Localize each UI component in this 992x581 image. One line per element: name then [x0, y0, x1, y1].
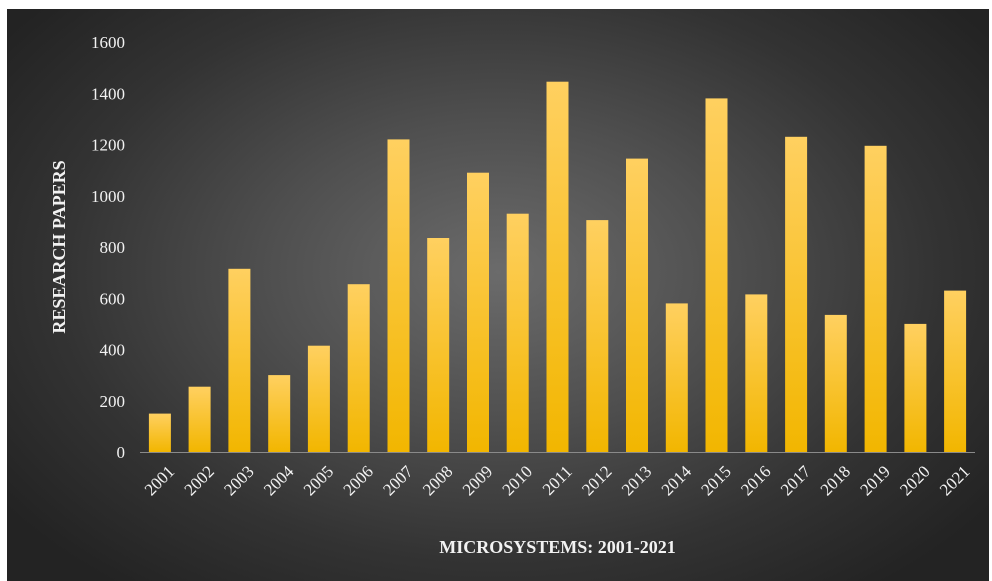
x-tick-label: 2002: [180, 462, 217, 499]
x-axis-title: MICROSYSTEMS: 2001-2021: [439, 537, 676, 557]
x-tick-label: 2003: [220, 462, 257, 499]
y-tick-label: 1600: [91, 33, 125, 52]
bar-2017: [785, 136, 808, 453]
y-axis-title: RESEARCH PAPERS: [49, 160, 69, 333]
y-tick-label: 400: [100, 341, 126, 360]
bar-2001: [148, 413, 171, 452]
y-tick-label: 1000: [91, 187, 125, 206]
bar-2013: [626, 158, 648, 452]
bar-2015: [705, 98, 728, 453]
x-tick-label: 2018: [817, 462, 854, 499]
bar-2008: [427, 238, 450, 452]
bar-2007: [387, 139, 410, 452]
y-tick-label: 1200: [91, 136, 125, 155]
x-tick-label: 2014: [658, 462, 696, 500]
x-tick-label: 2016: [737, 462, 774, 499]
bar-2010: [506, 213, 529, 452]
bar-2012: [586, 220, 609, 452]
x-tick-label: 2015: [697, 462, 734, 499]
x-tick-label: 2013: [618, 462, 655, 499]
bar-2002: [188, 386, 211, 452]
y-tick-label: 200: [100, 392, 126, 411]
x-axis-ticks: 2001 2002 2003 2004 2005 2006 2007 2008 2009 2010…: [141, 462, 974, 500]
y-tick-label: 1400: [91, 84, 125, 103]
x-tick-label: 2007: [379, 462, 417, 500]
x-tick-label: 2012: [578, 462, 615, 499]
x-tick-label: 2021: [936, 462, 973, 499]
bar-2011: [546, 81, 569, 452]
x-tick-label: 2009: [459, 462, 496, 499]
bar-2019: [864, 145, 887, 453]
bar-2014: [665, 303, 688, 452]
bar-2003: [228, 268, 251, 452]
bar-2005: [307, 345, 330, 452]
bar-2006: [347, 284, 370, 452]
y-tick-label: 800: [100, 238, 126, 257]
x-tick-label: 2004: [260, 462, 298, 500]
x-tick-label: 2008: [419, 462, 456, 499]
x-tick-label: 2005: [300, 462, 337, 499]
x-tick-label: 2006: [340, 462, 377, 499]
y-axis-ticks: 0 200 400 600 800 1000 1200 1400 1600: [91, 33, 125, 462]
bar-2009: [467, 172, 489, 452]
x-tick-label: 2011: [539, 462, 576, 499]
bar-2004: [268, 375, 291, 452]
x-tick-label: 2001: [141, 462, 178, 499]
x-tick-label: 2017: [777, 462, 815, 500]
chart-area: 0 200 400 600 800 1000 1200 1400 1600 2001 2002 20…: [7, 9, 989, 581]
x-tick-label: 2010: [499, 462, 536, 499]
bar-2016: [745, 294, 768, 452]
bar-2020: [904, 323, 927, 452]
y-tick-label: 600: [100, 289, 126, 308]
x-tick-label: 2020: [896, 462, 933, 499]
bar-2018: [824, 314, 847, 452]
x-tick-label: 2019: [856, 462, 893, 499]
bars: [148, 81, 967, 453]
y-tick-label: 0: [117, 443, 126, 462]
bar-2021: [944, 290, 967, 452]
